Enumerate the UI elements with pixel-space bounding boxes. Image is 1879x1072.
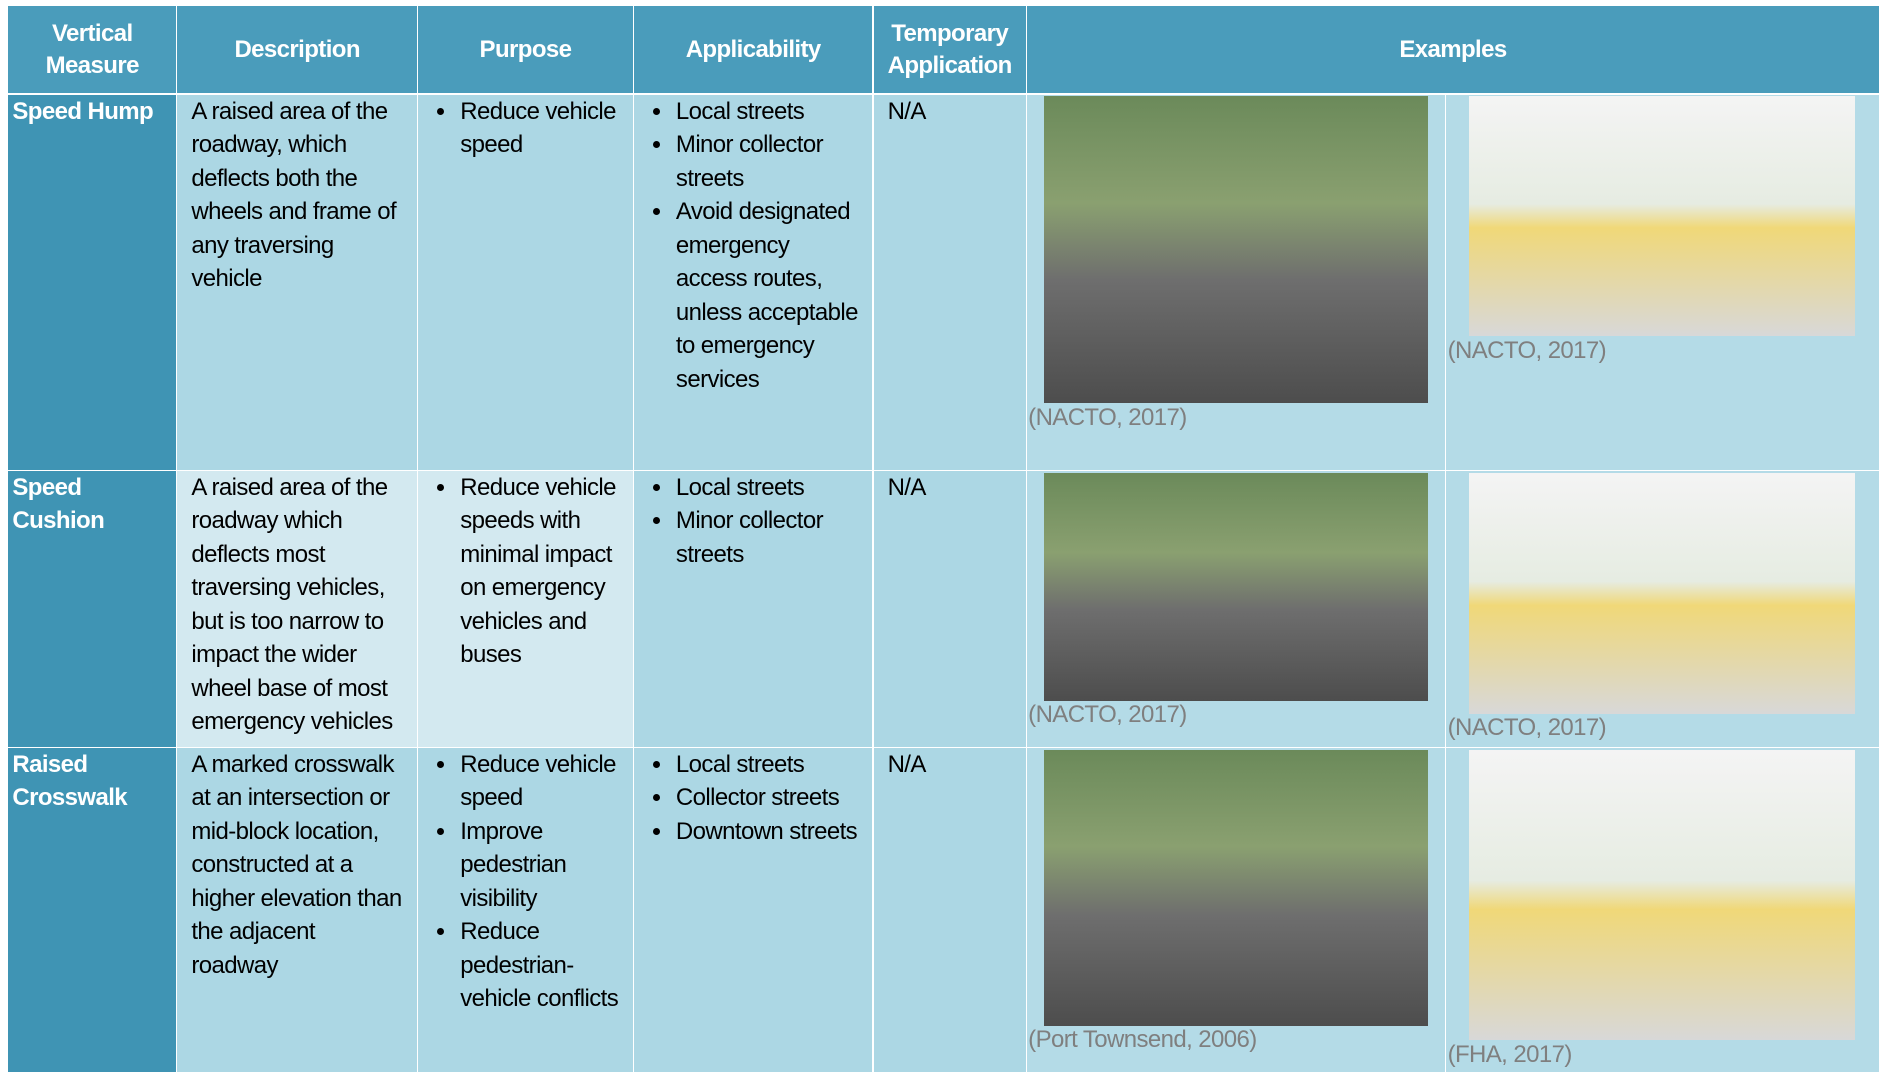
- applicability-list: Local streetsCollector streetsDowntown s…: [648, 748, 862, 849]
- example-caption: (FHA, 2017): [1447, 1041, 1573, 1069]
- applicability-item: Avoid designated emergency access routes…: [674, 195, 862, 396]
- example-image: [1043, 95, 1429, 403]
- example-caption: (Port Townsend, 2006): [1028, 1025, 1257, 1053]
- example-caption: (NACTO, 2017): [1028, 701, 1187, 729]
- applicability-item: Minor collector streets: [674, 128, 862, 195]
- header-text: Vertical Measure: [45, 19, 140, 79]
- applicability-item: Minor collector streets: [674, 504, 862, 571]
- purpose-cell: Reduce vehicle speed: [418, 94, 633, 470]
- header-text: Applicability: [685, 35, 821, 63]
- purpose-item: Reduce pedestrian-vehicle conflicts: [458, 915, 623, 1016]
- measure-cell: Speed Cushion: [8, 470, 177, 747]
- measure-text: Speed Hump: [12, 97, 154, 125]
- purpose-list: Reduce vehicle speedImprove pedestrian v…: [432, 748, 623, 1016]
- applicability-cell: Local streetsCollector streetsDowntown s…: [633, 747, 873, 1072]
- applicability-item: Local streets: [674, 95, 862, 129]
- example-image: [1469, 750, 1856, 1041]
- example-caption: (NACTO, 2017): [1447, 714, 1607, 742]
- description-cell: A raised area of the roadway, which defl…: [177, 94, 417, 470]
- example-caption: (NACTO, 2017): [1028, 403, 1187, 431]
- purpose-item: Reduce vehicle speeds with minimal impac…: [458, 471, 623, 672]
- purpose-list: Reduce vehicle speed: [432, 95, 623, 162]
- temporary-text: N/A: [887, 750, 927, 778]
- applicability-cell: Local streetsMinor collector streetsAvoi…: [633, 94, 873, 470]
- example-image: [1043, 473, 1429, 702]
- header-text: Purpose: [479, 35, 572, 63]
- purpose-list: Reduce vehicle speeds with minimal impac…: [432, 471, 623, 672]
- header-cell: Applicability: [633, 5, 873, 94]
- measure-text: Speed Cushion: [12, 473, 105, 535]
- example-image: [1469, 473, 1856, 715]
- applicability-list: Local streetsMinor collector streets: [648, 471, 862, 572]
- applicability-item: Collector streets: [674, 781, 862, 815]
- applicability-item: Downtown streets: [674, 815, 862, 849]
- purpose-item: Reduce vehicle speed: [458, 95, 623, 162]
- purpose-item: Improve pedestrian visibility: [458, 815, 623, 916]
- purpose-cell: Reduce vehicle speedImprove pedestrian v…: [418, 747, 633, 1072]
- example-caption: (NACTO, 2017): [1447, 336, 1607, 364]
- description-cell: A marked crosswalk at an intersection or…: [177, 747, 417, 1072]
- header-cell: Purpose: [418, 5, 633, 94]
- temporary-cell: N/A: [873, 747, 1026, 1072]
- header-text: Temporary Application: [887, 19, 1013, 79]
- temporary-cell: N/A: [873, 94, 1026, 470]
- description-cell: A raised area of the roadway which defle…: [177, 470, 417, 747]
- example-image: [1469, 95, 1856, 336]
- header-cell: Vertical Measure: [8, 5, 177, 94]
- temporary-cell: N/A: [873, 470, 1026, 747]
- purpose-cell: Reduce vehicle speeds with minimal impac…: [418, 470, 633, 747]
- description-text: A marked crosswalk at an intersection or…: [191, 750, 402, 979]
- temporary-text: N/A: [887, 473, 927, 501]
- measure-cell: Speed Hump: [8, 94, 177, 470]
- header-text: Examples: [1399, 35, 1507, 63]
- purpose-item: Reduce vehicle speed: [458, 748, 623, 815]
- applicability-list: Local streetsMinor collector streetsAvoi…: [648, 95, 862, 397]
- example-image: [1043, 750, 1429, 1026]
- header-cell: Description: [177, 5, 417, 94]
- header-cell: Temporary Application: [873, 5, 1026, 94]
- applicability-cell: Local streetsMinor collector streets: [633, 470, 873, 747]
- header-cell: Examples: [1026, 5, 1879, 94]
- temporary-text: N/A: [887, 97, 927, 125]
- applicability-item: Local streets: [674, 748, 862, 782]
- header-text: Description: [234, 35, 360, 63]
- description-text: A raised area of the roadway which defle…: [191, 473, 393, 736]
- measure-cell: Raised Crosswalk: [8, 747, 177, 1072]
- applicability-item: Local streets: [674, 471, 862, 505]
- description-text: A raised area of the roadway, which defl…: [191, 97, 397, 293]
- measure-text: Raised Crosswalk: [12, 750, 128, 812]
